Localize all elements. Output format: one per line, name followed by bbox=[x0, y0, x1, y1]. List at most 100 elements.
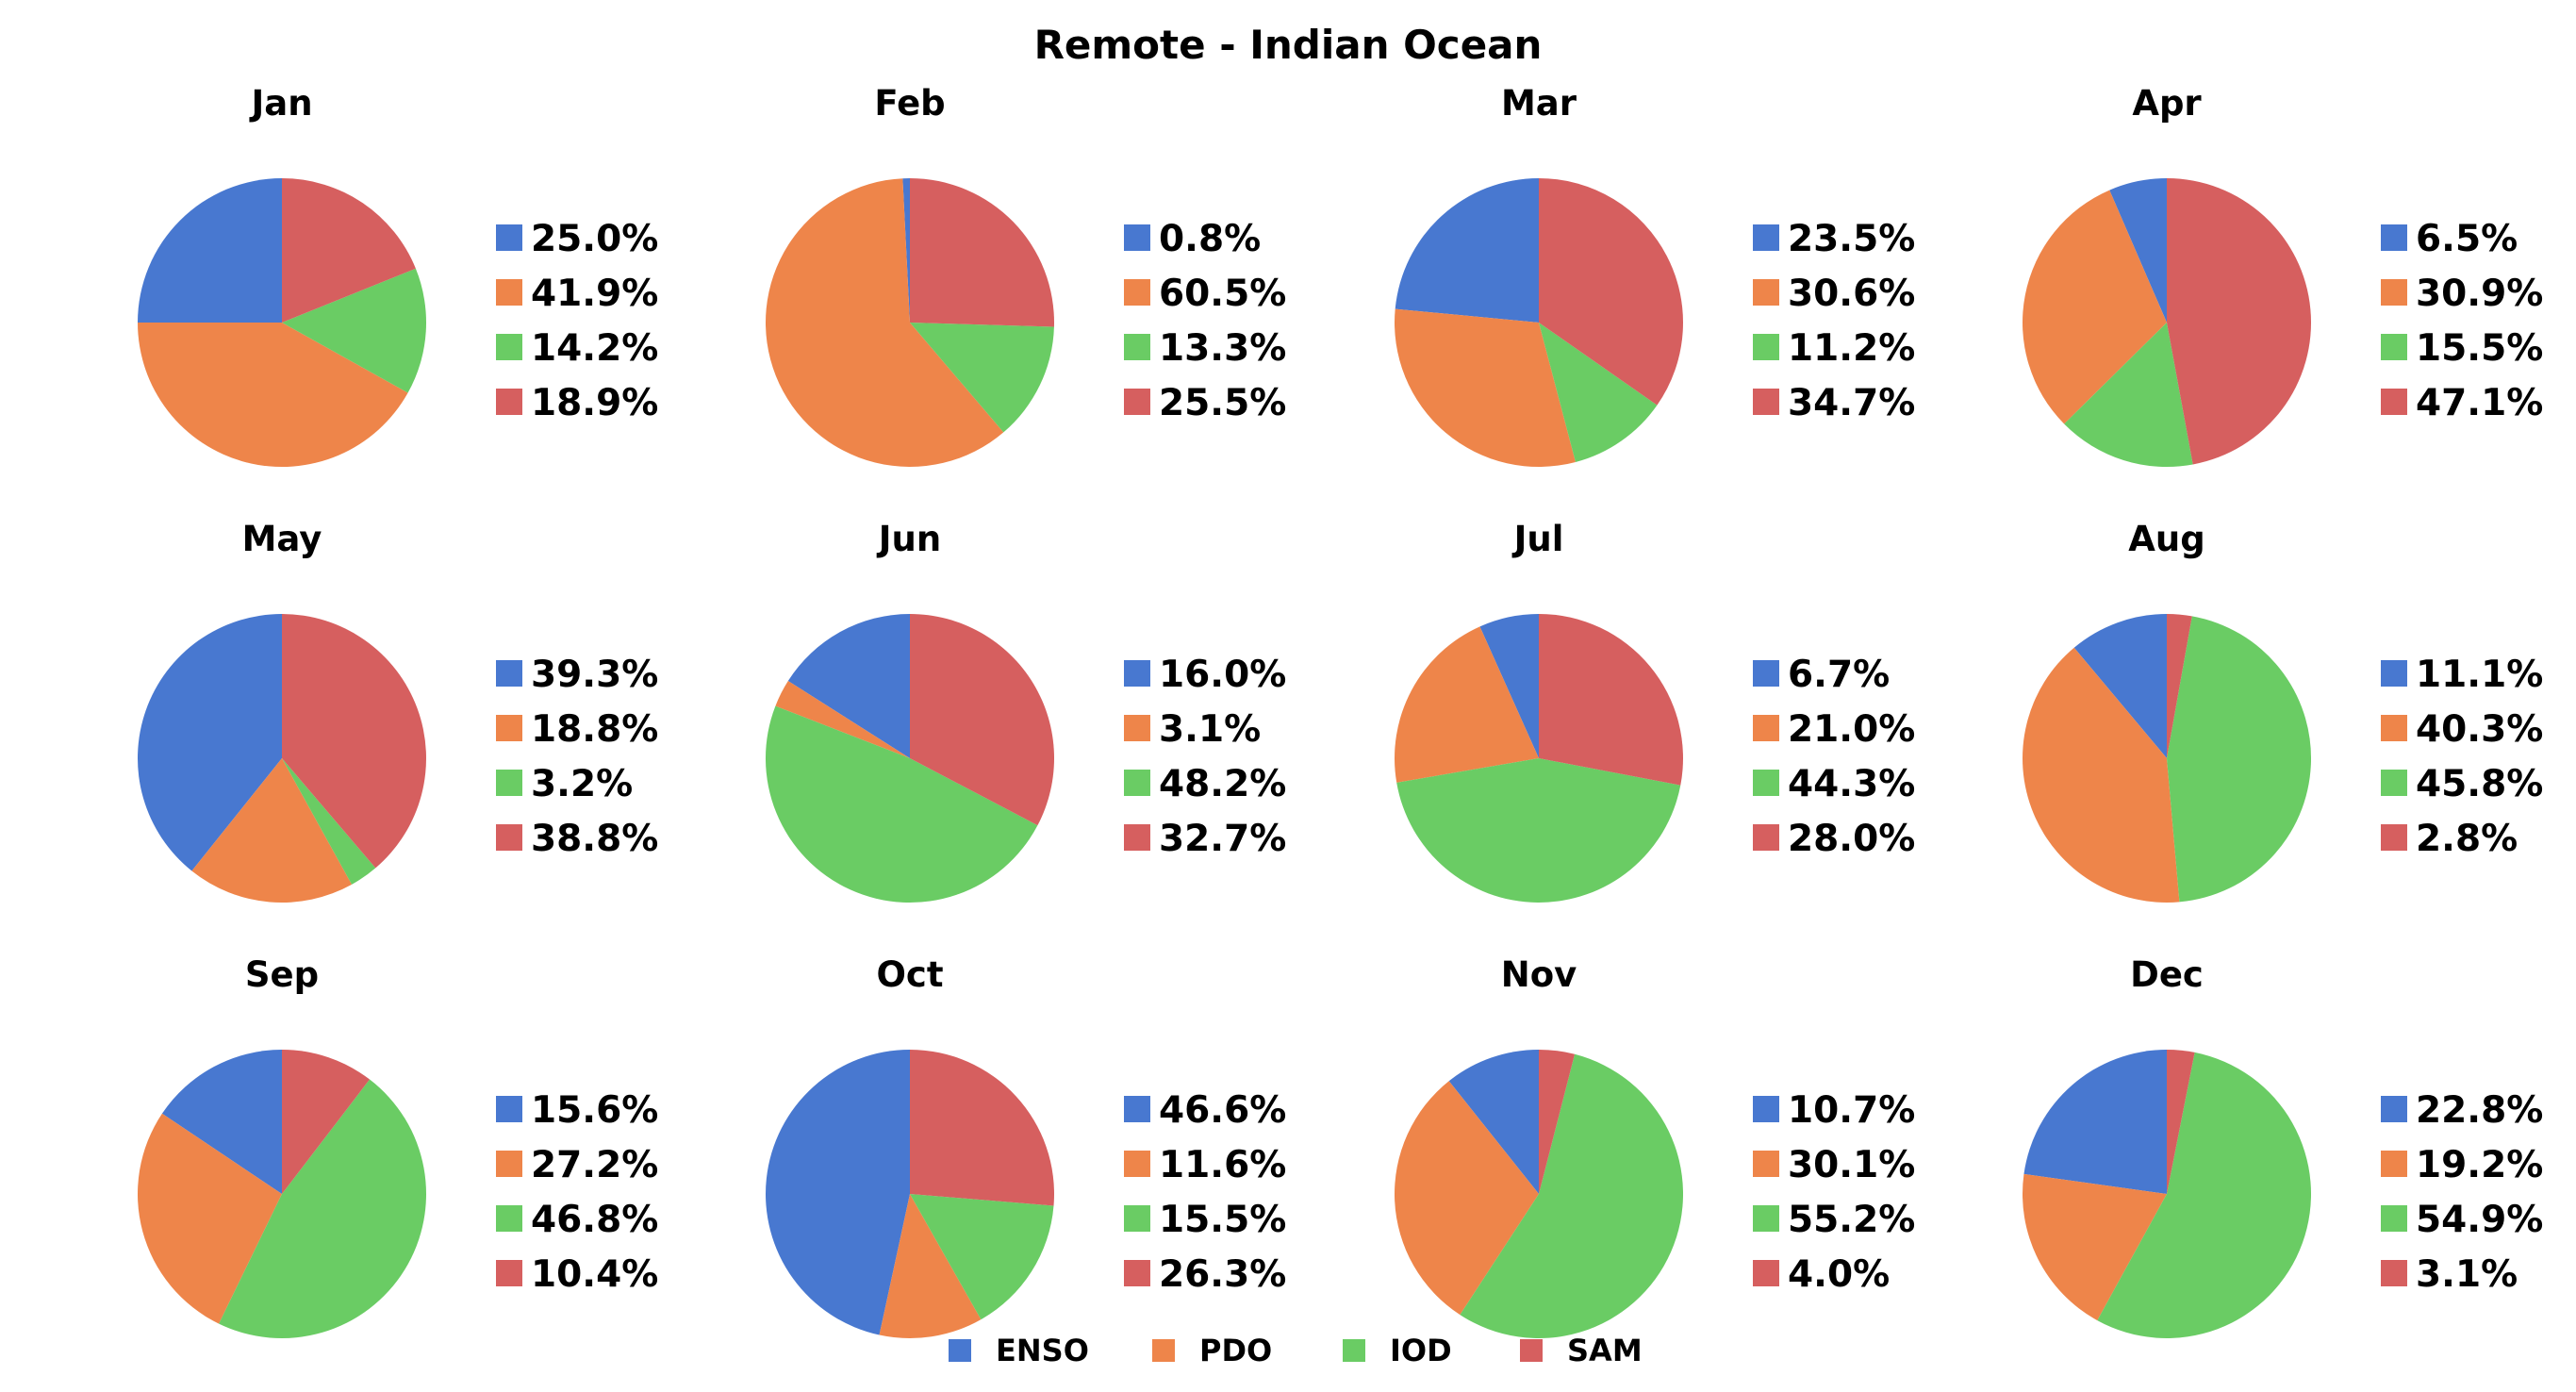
pie-slice-enso bbox=[138, 178, 282, 323]
slice-percent-label: 4.0% bbox=[1788, 1253, 1890, 1296]
legend-swatch-enso bbox=[1124, 1096, 1150, 1122]
slice-percent-label: 34.7% bbox=[1788, 382, 1915, 424]
legend-swatch-iod bbox=[1753, 770, 1779, 796]
slice-percent-label: 30.6% bbox=[1788, 273, 1915, 315]
pie-title: Mar bbox=[1501, 83, 1577, 124]
slice-percent-label: 54.9% bbox=[2416, 1199, 2543, 1241]
legend-swatch-enso bbox=[1753, 224, 1779, 251]
pie-subplot-sep: Sep 15.6% 27.2% 46.8% 10.4% bbox=[138, 954, 658, 1338]
pie-slice-enso bbox=[787, 614, 910, 758]
pie-slice-iod bbox=[219, 1079, 426, 1338]
slice-percent-label: 28.0% bbox=[1788, 818, 1915, 860]
slice-percent-label: 48.2% bbox=[1159, 763, 1286, 805]
pie-slice-pdo bbox=[775, 681, 910, 758]
slice-percent-label: 26.3% bbox=[1159, 1253, 1286, 1296]
slice-percent-label: 44.3% bbox=[1788, 763, 1915, 805]
legend-label-iod: IOD bbox=[1390, 1333, 1452, 1368]
slice-percent-label: 15.5% bbox=[2416, 327, 2543, 370]
legend-swatch-iod bbox=[1753, 1205, 1779, 1232]
pie-title: Jun bbox=[876, 519, 941, 559]
legend-swatch-iod bbox=[2381, 334, 2407, 360]
legend-swatch-iod bbox=[1124, 770, 1150, 796]
pie-title: Jul bbox=[1511, 519, 1564, 559]
slice-percent-label: 46.6% bbox=[1159, 1089, 1286, 1132]
legend-swatch-iod bbox=[1124, 1205, 1150, 1232]
legend-swatch-sam bbox=[1753, 389, 1779, 415]
legend-label-enso: ENSO bbox=[996, 1333, 1089, 1368]
legend-swatch-sam bbox=[1124, 824, 1150, 851]
pie-title: Apr bbox=[2132, 83, 2202, 124]
pie-title: Dec bbox=[2130, 954, 2204, 995]
pie-slice-enso bbox=[2073, 614, 2167, 758]
legend-key-enso bbox=[949, 1339, 971, 1362]
legend-swatch-sam bbox=[2381, 1260, 2407, 1286]
pie-slice-sam bbox=[1539, 614, 1684, 786]
slice-percent-label: 11.6% bbox=[1159, 1144, 1286, 1186]
legend-swatch-sam bbox=[1124, 389, 1150, 415]
pie-subplot-feb: Feb 0.8% 60.5% 13.3% 25.5% bbox=[765, 83, 1286, 467]
legend-swatch-enso bbox=[496, 224, 522, 251]
slice-percent-label: 0.8% bbox=[1159, 218, 1261, 260]
pie-slice-pdo bbox=[1395, 308, 1576, 467]
slice-percent-label: 40.3% bbox=[2416, 708, 2543, 751]
legend-swatch-enso bbox=[2381, 660, 2407, 687]
pie-slice-pdo bbox=[138, 323, 408, 468]
slice-percent-label: 11.1% bbox=[2416, 654, 2543, 696]
pie-slice-pdo bbox=[1394, 1081, 1539, 1316]
legend-swatch-pdo bbox=[496, 715, 522, 741]
legend-swatch-enso bbox=[1124, 660, 1150, 687]
slice-percent-label: 6.7% bbox=[1788, 654, 1890, 696]
slice-percent-label: 10.7% bbox=[1788, 1089, 1915, 1132]
slice-percent-label: 23.5% bbox=[1788, 218, 1915, 260]
legend-swatch-enso bbox=[1753, 660, 1779, 687]
pie-slice-iod bbox=[1396, 758, 1681, 903]
pie-slice-enso bbox=[1448, 1050, 1539, 1194]
pie-slice-enso bbox=[138, 614, 282, 871]
pie-slice-enso bbox=[902, 177, 910, 323]
slice-percent-label: 2.8% bbox=[2416, 818, 2518, 860]
legend-swatch-iod bbox=[1753, 334, 1779, 360]
legend-swatch-sam bbox=[2381, 389, 2407, 415]
legend-swatch-pdo bbox=[496, 279, 522, 306]
pie-title: Nov bbox=[1501, 954, 1577, 995]
legend-swatch-pdo bbox=[2381, 715, 2407, 741]
slice-percent-label: 18.8% bbox=[531, 708, 658, 751]
pie-subplot-jul: Jul 6.7% 21.0% 44.3% 28.0% bbox=[1395, 519, 1915, 903]
pie-slice-enso bbox=[1479, 614, 1539, 758]
pie-slice-sam bbox=[2167, 1050, 2195, 1194]
pie-title: Aug bbox=[2128, 519, 2204, 559]
slice-percent-label: 10.4% bbox=[531, 1253, 658, 1296]
pie-slice-pdo bbox=[2023, 647, 2180, 903]
pie-slice-iod bbox=[282, 758, 376, 885]
pie-slice-sam bbox=[2167, 614, 2192, 758]
legend-swatch-iod bbox=[1124, 334, 1150, 360]
pie-title: Feb bbox=[874, 83, 945, 124]
slice-percent-label: 25.5% bbox=[1159, 382, 1286, 424]
legend: ENSO PDO IOD SAM bbox=[949, 1333, 1643, 1368]
pie-slice-iod bbox=[2064, 323, 2193, 468]
legend-swatch-enso bbox=[2381, 224, 2407, 251]
slice-percent-label: 45.8% bbox=[2416, 763, 2543, 805]
pie-slice-sam bbox=[910, 1050, 1054, 1206]
legend-label-pdo: PDO bbox=[1199, 1333, 1272, 1368]
pie-subplot-apr: Apr 6.5% 30.9% 15.5% 47.1% bbox=[2022, 83, 2543, 468]
slice-percent-label: 38.8% bbox=[531, 818, 658, 860]
legend-swatch-iod bbox=[496, 770, 522, 796]
pie-slice-iod bbox=[2167, 616, 2312, 903]
legend-swatch-pdo bbox=[2381, 279, 2407, 306]
slice-percent-label: 30.9% bbox=[2416, 273, 2543, 315]
pie-slice-iod bbox=[910, 1194, 1054, 1320]
legend-swatch-sam bbox=[1753, 824, 1779, 851]
pie-slice-iod bbox=[910, 323, 1054, 433]
pie-slice-sam bbox=[282, 614, 426, 869]
pie-title: Sep bbox=[245, 954, 319, 995]
legend-swatch-pdo bbox=[1124, 715, 1150, 741]
slice-percent-label: 30.1% bbox=[1788, 1144, 1915, 1186]
slice-percent-label: 15.5% bbox=[1159, 1199, 1286, 1241]
pie-slice-pdo bbox=[2023, 1173, 2167, 1321]
pie-slice-sam bbox=[282, 1050, 371, 1194]
pie-slice-enso bbox=[1395, 178, 1539, 323]
slice-percent-label: 60.5% bbox=[1159, 273, 1286, 315]
pie-title: Jan bbox=[248, 83, 312, 124]
